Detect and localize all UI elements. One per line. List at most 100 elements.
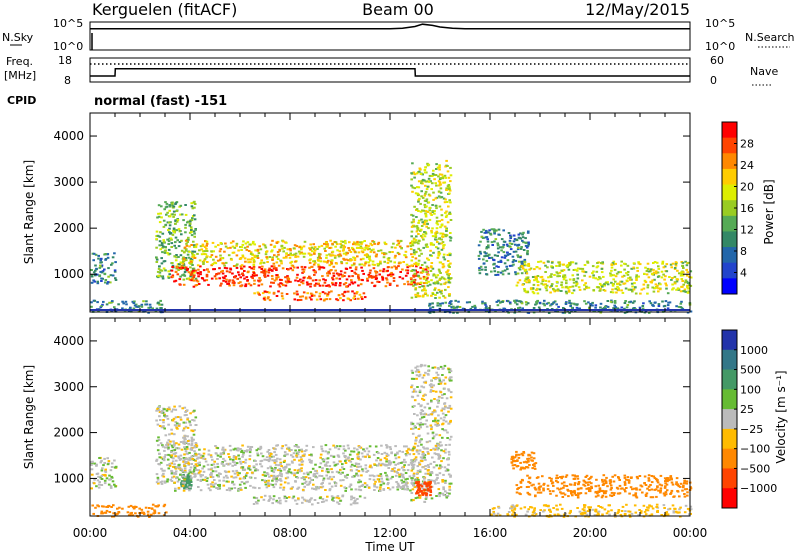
velocity-colorbar-frame [721,329,738,509]
power-colorbar-swatch-7 [722,231,737,248]
freq-tick-high: 18 [58,54,72,67]
nsky-panel: N.Sky 10^5 10^0 10^5 10^0 N.Search [2,17,795,53]
nsky-frame [89,21,691,51]
velocity-colorbar-label-6: −500 [740,462,770,475]
time-axis: 00:00 04:00 08:00 12:00 16:00 20:00 00:00 [73,526,708,540]
velocity-axes: 1000 2000 3000 4000 [53,318,691,516]
velocity-plot-data [90,363,693,518]
nave-label: Nave [750,65,778,78]
power-colorbar-swatch-6 [722,215,737,232]
power-colorbar-label-2: 20 [740,181,754,194]
power-colorbar-swatch-1 [722,137,737,154]
velocity-region-10 [490,503,693,518]
velocity-colorbar-label-7: −1000 [740,482,777,495]
cpid-value: normal (fast) -151 [94,94,227,109]
velocity-region-9 [515,474,693,499]
power-colorbar: 28 24 20 16 12 8 4 [721,121,754,295]
velocity-panel: 1000 2000 3000 4000 Slant Range [km] 1000 50… [22,317,788,518]
velocity-ytick-label-3000: 3000 [53,380,84,394]
power-colorbar-swatch-8 [722,247,737,264]
power-colorbar-swatch-4 [722,184,737,201]
power-region-4 [179,239,418,267]
freq-series-line [90,68,690,77]
velocity-region-5 [252,494,367,506]
velocity-colorbar-swatch-4 [722,409,737,430]
velocity-colorbar: 1000 500 100 25 −25 −100 −500 −1000 [721,329,777,509]
power-ytick-label-3000: 3000 [53,175,84,189]
freq-label: Freq. [6,55,33,68]
velocity-y-label: Slant Range [km] [22,365,36,469]
power-colorbar-label-5: 8 [740,245,747,258]
nsky-label: N.Sky [2,31,34,44]
power-axes: 1000 2000 3000 4000 [53,113,691,312]
velocity-colorbar-label-1: 500 [740,364,761,377]
time-tick-label-0: 00:00 [73,526,108,540]
velocity-colorbar-swatch-0 [722,330,737,351]
freq-panel: Freq. [MHz] 18 8 60 0 Nave [4,54,778,87]
power-region-1 [90,252,118,285]
power-y-label: Slant Range [km] [22,160,36,264]
nsky-series-line [90,23,690,30]
time-axis-label: Time UT [364,540,415,554]
nsky-tick-low: 10^0 [53,40,83,53]
power-colorbar-swatch-5 [722,200,737,217]
velocity-ytick-label-1000: 1000 [53,471,84,485]
power-colorbar-swatch-9 [722,262,737,279]
power-colorbar-swatch-3 [722,168,737,186]
velocity-region-1 [90,456,118,490]
freq-tick-low: 8 [64,74,71,87]
velocity-colorbar-label-0: 1000 [740,344,768,357]
nsearch-label: N.Search [745,31,795,44]
velocity-colorbar-swatch-1 [722,349,737,371]
velocity-colorbar-label-3: 25 [740,403,754,416]
freq-unit-label: [MHz] [4,69,36,82]
velocity-colorbar-swatch-2 [722,369,737,390]
velocity-ytick-label-2000: 2000 [53,426,84,440]
velocity-colorbar-swatch-8 [722,488,737,509]
station-title: Kerguelen (fitACF) [92,0,237,19]
power-colorbar-label-4: 12 [740,224,754,237]
nsearch-tick-high: 10^5 [705,17,735,30]
velocity-colorbar-swatch-7 [722,468,737,489]
velocity-region-8 [510,450,538,471]
velocity-region-4 [170,444,418,492]
power-ytick-label-4000: 4000 [53,129,84,143]
power-region-8 [477,228,530,276]
nsky-tick-high: 10^5 [53,17,83,30]
power-panel: 1000 2000 3000 4000 Slant Range [km] 28 24 20… [22,112,776,314]
velocity-colorbar-label-4: −25 [740,423,763,436]
power-colorbar-label-6: 4 [740,267,747,280]
power-colorbar-swatch-0 [722,122,737,139]
velocity-colorbar-swatch-3 [722,389,737,410]
velocity-colorbar-swatch-6 [722,448,737,469]
date-title: 12/May/2015 [585,0,690,19]
power-colorbar-label-3: 16 [740,202,754,215]
beam-title: Beam 00 [362,0,434,19]
power-region-3 [170,265,430,288]
power-colorbar-swatch-2 [722,153,737,170]
cpid-label: CPID [7,94,36,107]
freq-frame [89,57,691,83]
nave-tick-high: 60 [710,54,724,67]
velocity-ytick-label-4000: 4000 [53,334,84,348]
power-region-9 [515,260,693,295]
power-region-5 [253,290,367,302]
time-tick-label-2: 08:00 [273,526,308,540]
power-colorbar-label-0: 28 [740,138,754,151]
power-colorbar-label: Power [dB] [762,179,776,244]
velocity-colorbar-label: Velocity [m s⁻¹] [774,370,788,463]
nsearch-tick-low: 10^0 [705,40,735,53]
velocity-colorbar-label-5: −100 [740,443,770,456]
power-frame [89,112,691,313]
power-ytick-label-2000: 2000 [53,221,84,235]
velocity-colorbar-label-2: 100 [740,383,761,396]
nave-tick-low: 0 [710,74,717,87]
time-tick-label-4: 16:00 [473,526,508,540]
time-tick-label-6: 00:00 [673,526,708,540]
time-tick-label-3: 12:00 [373,526,408,540]
time-tick-label-1: 04:00 [173,526,208,540]
time-tick-label-5: 20:00 [573,526,608,540]
velocity-colorbar-swatch-5 [722,428,737,450]
power-plot-data [90,159,693,314]
